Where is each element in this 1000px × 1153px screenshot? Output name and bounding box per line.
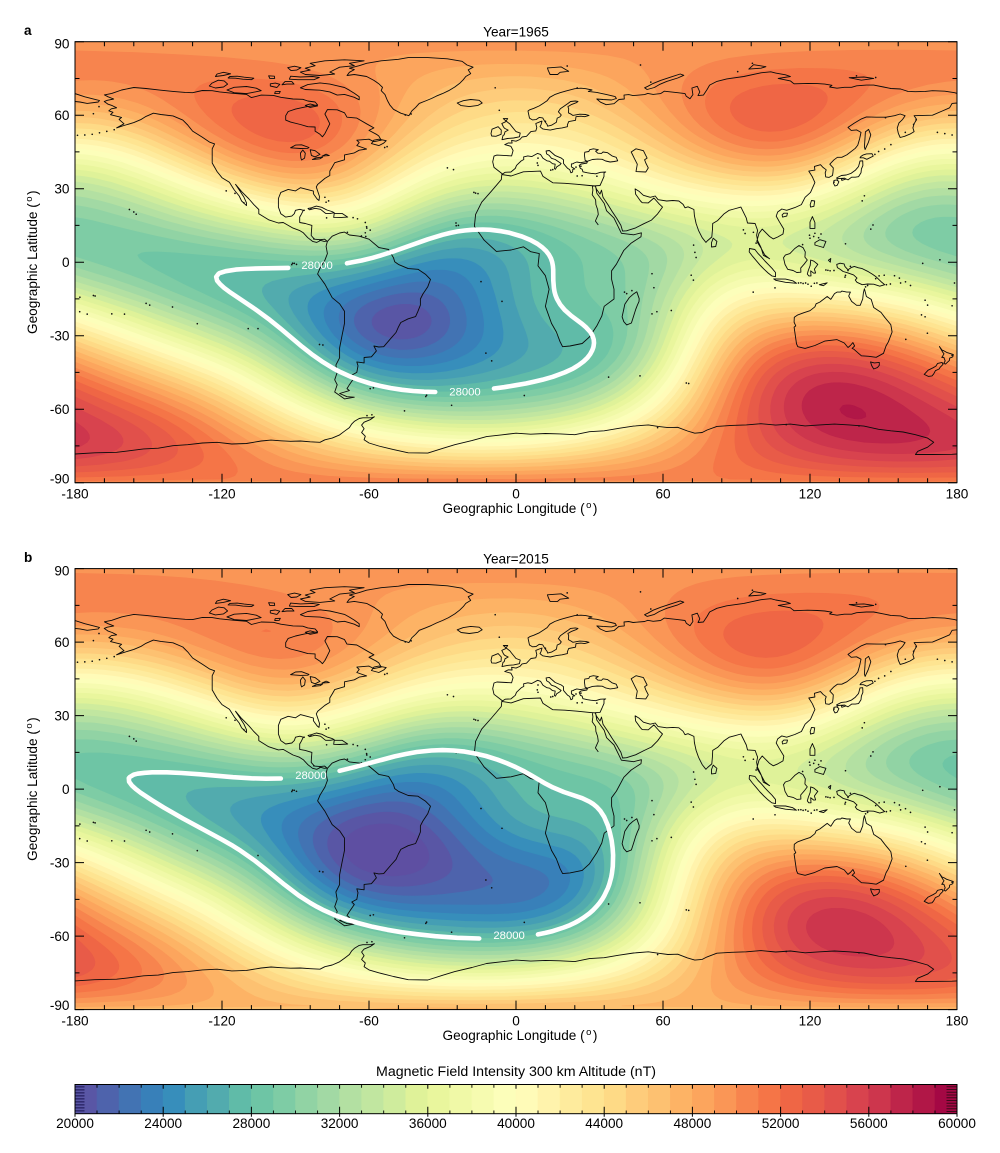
svg-text:24000: 24000: [144, 1116, 182, 1131]
svg-text:-180: -180: [61, 1014, 89, 1029]
svg-text:90: 90: [54, 563, 70, 578]
svg-text:28000: 28000: [301, 260, 332, 272]
svg-text:-60: -60: [359, 487, 379, 502]
svg-text:30: 30: [54, 182, 70, 197]
svg-text:60000: 60000: [938, 1116, 976, 1131]
svg-text:0: 0: [62, 255, 70, 270]
svg-text:Geographic Longitude (o): Geographic Longitude (o): [443, 1027, 598, 1043]
svg-text:52000: 52000: [762, 1116, 800, 1131]
svg-text:36000: 36000: [409, 1116, 447, 1131]
svg-text:30: 30: [54, 708, 70, 723]
svg-text:-60: -60: [359, 1014, 379, 1029]
svg-text:48000: 48000: [673, 1116, 711, 1131]
svg-text:-120: -120: [208, 1014, 236, 1029]
svg-text:b: b: [24, 550, 32, 565]
svg-text:28000: 28000: [449, 386, 480, 398]
svg-text:-120: -120: [208, 487, 236, 502]
svg-text:0: 0: [62, 782, 70, 797]
svg-text:-60: -60: [50, 929, 70, 944]
svg-text:40000: 40000: [497, 1116, 535, 1131]
svg-text:-90: -90: [50, 471, 70, 486]
svg-text:60: 60: [655, 487, 671, 502]
svg-text:Geographic Latitude (o): Geographic Latitude (o): [24, 717, 40, 861]
svg-text:28000: 28000: [232, 1116, 270, 1131]
svg-text:120: 120: [799, 487, 822, 502]
svg-text:120: 120: [799, 1014, 822, 1029]
svg-text:60: 60: [54, 635, 70, 650]
svg-text:60: 60: [655, 1014, 671, 1029]
svg-text:28000: 28000: [493, 930, 524, 942]
svg-text:90: 90: [54, 37, 70, 52]
svg-text:-30: -30: [50, 855, 70, 870]
svg-text:0: 0: [512, 487, 520, 502]
svg-text:Geographic Longitude (o): Geographic Longitude (o): [443, 500, 598, 516]
svg-text:a: a: [24, 23, 32, 38]
svg-text:-60: -60: [50, 402, 70, 417]
svg-text:Geographic Latitude (o): Geographic Latitude (o): [24, 190, 40, 334]
svg-text:Year=1965: Year=1965: [483, 25, 549, 40]
svg-text:Magnetic Field Intensity 300 k: Magnetic Field Intensity 300 km Altitude…: [376, 1064, 656, 1080]
svg-text:-30: -30: [50, 329, 70, 344]
svg-text:60: 60: [54, 108, 70, 123]
svg-text:32000: 32000: [321, 1116, 359, 1131]
svg-text:44000: 44000: [585, 1116, 623, 1131]
svg-text:180: 180: [946, 487, 969, 502]
svg-text:-180: -180: [61, 487, 89, 502]
svg-text:28000: 28000: [295, 770, 326, 782]
svg-text:-90: -90: [50, 998, 70, 1013]
svg-text:Year=2015: Year=2015: [483, 552, 549, 567]
svg-text:0: 0: [512, 1014, 520, 1029]
svg-text:180: 180: [946, 1014, 969, 1029]
svg-text:20000: 20000: [56, 1116, 94, 1131]
svg-text:56000: 56000: [850, 1116, 888, 1131]
